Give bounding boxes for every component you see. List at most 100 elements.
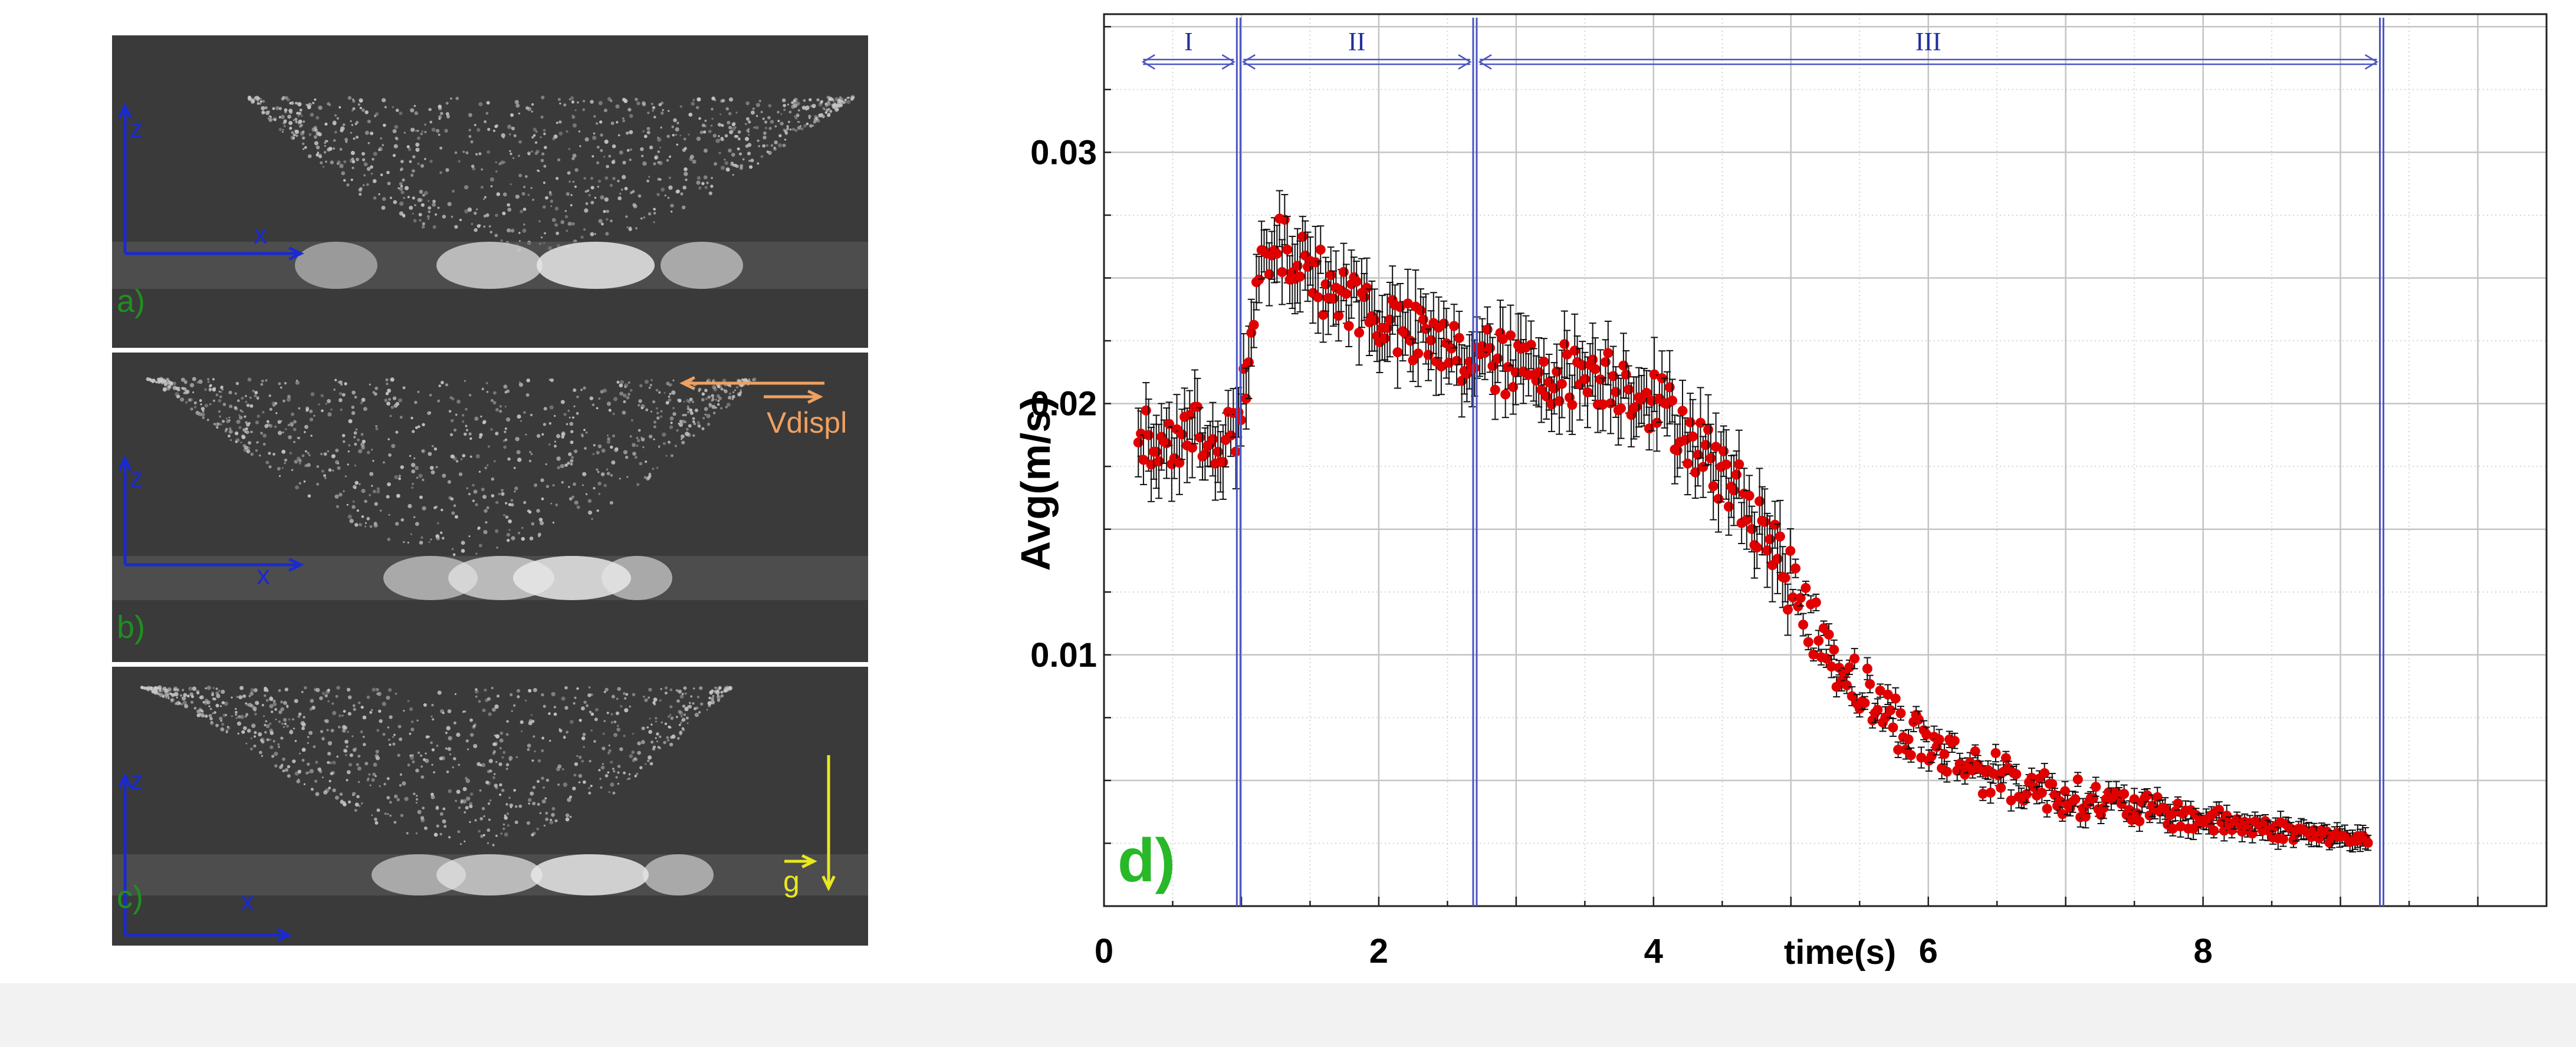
data-point bbox=[1600, 357, 1611, 367]
data-series bbox=[1133, 190, 2373, 853]
data-point bbox=[1497, 334, 1508, 344]
data-point bbox=[1842, 680, 1852, 691]
data-point bbox=[1977, 788, 1988, 799]
data-point bbox=[1313, 292, 1323, 302]
data-point bbox=[1672, 445, 1683, 456]
data-point bbox=[1207, 434, 1218, 445]
data-point bbox=[1734, 459, 1744, 470]
data-point bbox=[1775, 531, 1785, 542]
data-point bbox=[1888, 722, 1898, 733]
data-point bbox=[1500, 389, 1511, 400]
data-point bbox=[1405, 335, 1416, 346]
data-point bbox=[2129, 794, 2140, 805]
data-point bbox=[1493, 353, 1503, 364]
data-point bbox=[1772, 554, 1783, 564]
plot-area bbox=[1104, 14, 2547, 906]
data-point bbox=[2098, 803, 2109, 814]
data-point bbox=[2363, 838, 2373, 848]
data-point bbox=[1144, 430, 1154, 440]
phase-span bbox=[1478, 54, 2378, 70]
axis-arrows bbox=[118, 103, 304, 261]
gravity-label: g bbox=[783, 865, 800, 898]
data-point bbox=[1562, 349, 1572, 360]
data-point bbox=[1533, 367, 1544, 378]
data-point bbox=[1402, 298, 1413, 309]
data-point bbox=[1683, 458, 1693, 469]
data-point bbox=[1747, 524, 1757, 534]
particle-cloud-image-a bbox=[112, 35, 868, 348]
data-point bbox=[1449, 321, 1460, 331]
data-point bbox=[1415, 305, 1426, 316]
data-point bbox=[1882, 689, 1893, 700]
phase-span bbox=[1241, 54, 1472, 70]
data-point bbox=[1800, 582, 1811, 593]
data-point bbox=[1990, 748, 2001, 758]
data-point bbox=[1685, 417, 1696, 427]
photo-background bbox=[112, 353, 868, 662]
data-point bbox=[1698, 462, 1708, 472]
axis-arrows bbox=[118, 755, 836, 942]
data-point bbox=[1328, 293, 1339, 304]
phase-markers: I II III bbox=[1141, 18, 2384, 906]
data-point bbox=[2060, 786, 2071, 796]
z-axis-label-b: z bbox=[130, 462, 143, 493]
data-point bbox=[1706, 453, 1716, 463]
panel-label-b: b) bbox=[117, 610, 146, 645]
x-axis-label-b: x bbox=[257, 559, 270, 590]
data-point bbox=[1438, 318, 1449, 329]
data-point bbox=[1846, 691, 1857, 702]
data-point bbox=[1271, 248, 1282, 259]
data-point bbox=[1616, 403, 1627, 414]
gridlines bbox=[1103, 14, 2547, 907]
data-point bbox=[1803, 637, 1813, 647]
x-tick-label: 4 bbox=[1644, 932, 1663, 970]
data-point bbox=[1582, 387, 1593, 397]
data-point bbox=[1351, 276, 1362, 287]
tick-marks bbox=[1104, 26, 2479, 906]
data-point bbox=[1413, 348, 1424, 359]
data-point bbox=[1418, 314, 1428, 325]
data-point bbox=[1811, 597, 1821, 608]
data-point bbox=[1762, 545, 1773, 556]
x-axis-label-c: x bbox=[241, 885, 254, 916]
x-tick-label: 8 bbox=[2193, 932, 2212, 970]
data-point bbox=[1218, 457, 1228, 467]
data-point bbox=[1359, 292, 1369, 302]
data-point bbox=[1862, 663, 1872, 674]
data-point bbox=[1651, 417, 1662, 428]
data-point bbox=[1436, 361, 1447, 372]
data-point bbox=[1608, 371, 1618, 381]
data-point bbox=[1790, 563, 1801, 574]
light-band bbox=[112, 242, 868, 289]
data-point bbox=[1934, 734, 1944, 745]
vdispl-label: Vdispl bbox=[767, 406, 847, 439]
data-point bbox=[1808, 649, 1819, 660]
data-point bbox=[2209, 825, 2219, 836]
data-point bbox=[1294, 271, 1305, 282]
data-point bbox=[2011, 769, 2022, 779]
data-point bbox=[1754, 496, 1765, 506]
data-point bbox=[1731, 469, 1742, 480]
data-point bbox=[1649, 369, 1660, 380]
data-point bbox=[1664, 382, 1675, 393]
data-point bbox=[1949, 736, 1960, 746]
data-point bbox=[1254, 274, 1264, 285]
data-point bbox=[1174, 457, 1185, 468]
data-point bbox=[1782, 604, 1793, 615]
y-tick-label: 0.02 bbox=[1030, 385, 1097, 423]
data-point bbox=[1559, 339, 1570, 350]
data-point bbox=[1248, 320, 1259, 330]
data-point bbox=[1505, 330, 1516, 341]
data-point bbox=[2080, 811, 2091, 822]
data-point bbox=[2322, 827, 2332, 837]
data-point bbox=[1880, 712, 1891, 723]
data-point bbox=[1641, 387, 1652, 398]
data-point bbox=[1719, 446, 1729, 456]
data-point bbox=[1795, 592, 1806, 603]
data-point bbox=[2006, 795, 2016, 806]
data-point bbox=[1469, 363, 1480, 373]
data-point bbox=[1161, 438, 1172, 449]
phase-span bbox=[1141, 54, 1236, 70]
phase-label: II bbox=[1348, 27, 1365, 56]
